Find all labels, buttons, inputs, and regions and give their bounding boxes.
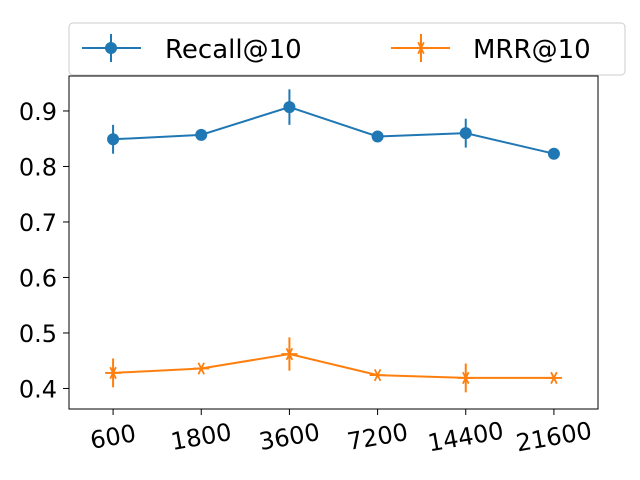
x-tick-label: 600 bbox=[88, 419, 138, 455]
data-point bbox=[107, 133, 120, 146]
x-tick-label: 7200 bbox=[345, 418, 410, 456]
legend-entry: Recall@10 bbox=[82, 34, 302, 65]
series-recall-10 bbox=[107, 89, 560, 160]
plot-area bbox=[105, 89, 562, 393]
axes: 0.4 0.5 0.6 0.7 0.8 0.9 600 1800 3600 7200 14400 21… bbox=[19, 75, 599, 458]
data-point bbox=[283, 101, 296, 114]
x-tick-label: 1800 bbox=[169, 418, 234, 456]
data-point bbox=[193, 362, 210, 375]
y-tick-label: 0.9 bbox=[19, 98, 57, 126]
legend-label: Recall@10 bbox=[165, 35, 302, 65]
x-tick-label: 3600 bbox=[257, 418, 322, 456]
y-tick-label: 0.5 bbox=[19, 320, 57, 348]
y-tick-label: 0.8 bbox=[19, 153, 57, 181]
legend-marker bbox=[105, 42, 117, 54]
legend-label: MRR@10 bbox=[473, 35, 591, 65]
series-line bbox=[113, 106, 555, 155]
data-point bbox=[459, 127, 472, 140]
data-point bbox=[281, 347, 298, 361]
data-point bbox=[545, 371, 562, 385]
y-tick-label: 0.7 bbox=[19, 209, 57, 237]
x-tick-label: 14400 bbox=[426, 417, 506, 458]
y-tick-label: 0.4 bbox=[19, 375, 57, 403]
legend: Recall@10 MRR@10 bbox=[68, 22, 626, 76]
series-line bbox=[113, 353, 554, 379]
data-point bbox=[195, 128, 208, 141]
data-point bbox=[547, 147, 560, 160]
x-tick-label: 21600 bbox=[514, 417, 594, 458]
legend-box bbox=[68, 22, 626, 76]
data-point bbox=[371, 130, 384, 143]
legend-entry: MRR@10 bbox=[391, 34, 591, 65]
data-point bbox=[105, 366, 122, 380]
legend-marker bbox=[413, 41, 429, 55]
y-tick-label: 0.6 bbox=[19, 264, 57, 292]
plot-frame bbox=[68, 75, 599, 410]
data-point bbox=[457, 371, 474, 385]
series-mrr-10 bbox=[105, 337, 562, 393]
data-point bbox=[369, 368, 386, 382]
